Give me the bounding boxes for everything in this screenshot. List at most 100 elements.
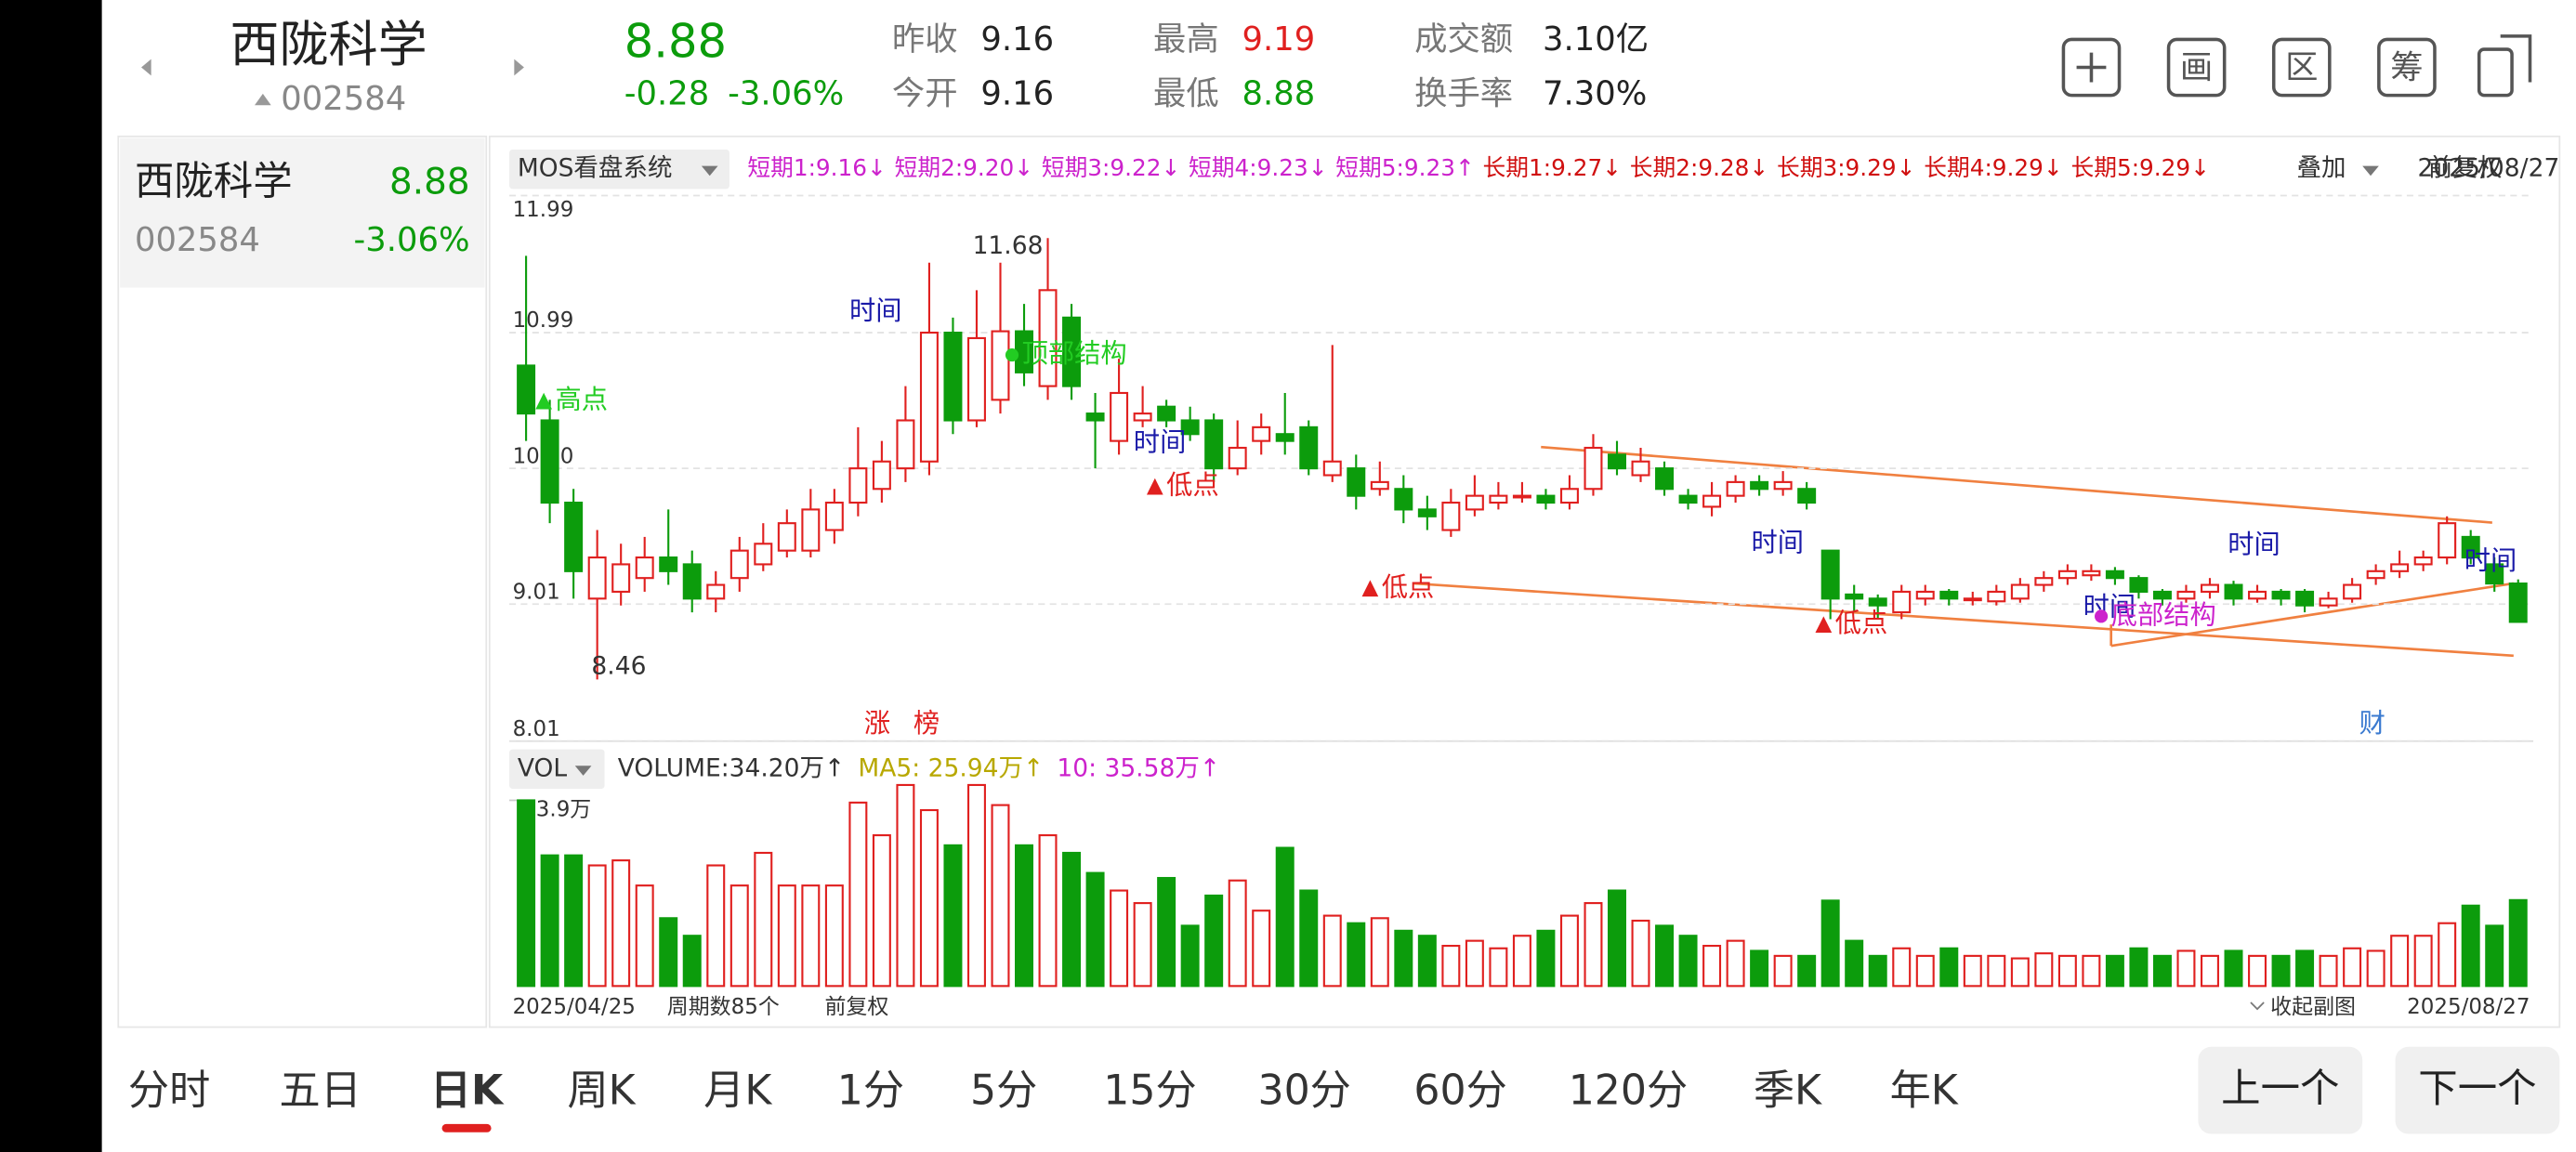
candle-body <box>896 419 915 470</box>
candle-body <box>1845 593 1864 600</box>
volume-bar <box>1038 833 1058 988</box>
volume-bar <box>1441 945 1461 988</box>
candle-body <box>611 563 631 593</box>
annotation: 财 <box>2359 708 2385 739</box>
volume-bar <box>1085 871 1105 988</box>
candle-body <box>1773 480 1793 491</box>
tool-button[interactable] <box>2166 37 2227 98</box>
period-tabs: 分时 五日 日K 周K 月K 1分 5分 15分 30分 60分 120分 季K 年K <box>128 1067 1959 1132</box>
indicator-box[interactable] <box>509 149 729 190</box>
period-tab[interactable]: 60分 <box>1413 1067 1506 1114</box>
period-tab[interactable]: 年K <box>1890 1067 1959 1114</box>
volume-bar <box>1584 902 1603 988</box>
candle-body <box>2461 535 2480 559</box>
volume-bar <box>1536 929 1556 988</box>
tab-underline <box>441 1123 492 1132</box>
volume-bar <box>729 884 749 988</box>
volume-bar <box>1062 851 1082 988</box>
period-tab[interactable]: 周K <box>567 1067 636 1114</box>
tool-button[interactable] <box>2377 37 2437 98</box>
prev-arrow[interactable] <box>141 59 151 76</box>
watchlist-row[interactable] <box>120 137 485 288</box>
stat-label: 最高 <box>1153 20 1219 59</box>
candle-body <box>1702 494 1722 508</box>
volume-bar <box>587 864 607 988</box>
y-tick-label: 11.99 <box>513 198 574 222</box>
stock-code: 002584 <box>281 80 406 118</box>
stat-label: 昨收 <box>892 20 958 59</box>
volume-bar <box>1465 939 1484 988</box>
next-button-bg[interactable] <box>2395 1046 2560 1134</box>
candle-body <box>2129 577 2149 593</box>
vol-box[interactable] <box>509 749 605 790</box>
ma-label: 长期1:9.27↓ <box>1483 154 1622 181</box>
candle-body <box>2508 583 2528 623</box>
candle-body <box>1417 508 1437 517</box>
phone-icon[interactable] <box>2477 47 2514 98</box>
stat-label: 最低 <box>1153 75 1219 113</box>
volume-bar <box>706 864 726 988</box>
period-tab[interactable]: 120分 <box>1569 1067 1688 1114</box>
volume-bar <box>1608 889 1626 988</box>
candle-body <box>1750 480 1769 491</box>
add-button[interactable] <box>2061 37 2122 98</box>
candle-body <box>2105 569 2124 580</box>
volume-bar <box>1512 935 1531 988</box>
candle-body <box>1110 391 1129 442</box>
candle-body <box>2200 583 2219 593</box>
annotation: 高点 <box>556 385 609 415</box>
next-button[interactable]: 下一个 <box>2418 1067 2536 1112</box>
dropdown-icon <box>2362 165 2379 177</box>
candle-body <box>1252 425 1271 442</box>
ma-label: 长期3:9.29↓ <box>1777 154 1915 181</box>
annotation: 时间 <box>2083 591 2136 622</box>
candle-body <box>872 460 891 491</box>
tool-label: 画 <box>2180 48 2213 86</box>
toolbar: 画区筹 <box>2061 34 2532 98</box>
ma-label: 短期1:9.16↓ <box>747 154 886 181</box>
volume-bar <box>1180 924 1200 988</box>
volume-bar <box>2295 949 2315 988</box>
volume-bar <box>659 917 678 988</box>
volume-bar <box>1204 894 1224 988</box>
tool-button[interactable] <box>2271 37 2332 98</box>
period-tab[interactable]: 五日 <box>280 1067 361 1114</box>
volume-bar <box>1110 889 1129 988</box>
volume-bar <box>991 804 1010 988</box>
annotation: 榜 <box>913 708 940 739</box>
prev-button[interactable]: 上一个 <box>2221 1067 2339 1112</box>
candle-body <box>1370 480 1389 491</box>
period-tab[interactable]: 月K <box>703 1067 772 1114</box>
candle-body <box>2413 556 2433 566</box>
period-tab[interactable]: 分时 <box>128 1067 210 1114</box>
period-tab[interactable]: 5分 <box>970 1067 1037 1114</box>
period-tab[interactable]: 15分 <box>1103 1067 1196 1114</box>
volume-bar <box>1750 949 1769 988</box>
prev-button-bg[interactable] <box>2198 1046 2363 1134</box>
change-pct: -3.06% <box>728 75 844 113</box>
period-count: 周期数85个 <box>667 995 780 1019</box>
overlay-button[interactable]: 叠加 <box>2296 154 2346 183</box>
volume-bar <box>1322 914 1342 988</box>
y-tick-label: 8.01 <box>513 717 560 741</box>
next-arrow[interactable] <box>514 59 524 76</box>
volume-bar <box>1394 929 1413 988</box>
period-tab[interactable]: 1分 <box>837 1067 904 1114</box>
volume-bar <box>1299 889 1319 988</box>
candle-body <box>2176 590 2196 600</box>
period-tab[interactable]: 日K <box>430 1067 505 1114</box>
annotation: 低点 <box>1166 470 1219 501</box>
period-tab[interactable]: 30分 <box>1257 1067 1350 1114</box>
candle-body <box>2082 569 2101 577</box>
candle-body <box>1322 460 1342 477</box>
collapse-button[interactable]: 收起副图 <box>2270 995 2356 1019</box>
annotation: 低点 <box>1382 571 1435 602</box>
volume-bar <box>2152 954 2172 988</box>
volume-bar <box>682 935 702 988</box>
volume-bar <box>1726 939 1745 988</box>
candle-body <box>659 556 678 572</box>
candle-body <box>1085 412 1105 422</box>
watch-price: 8.88 <box>389 162 470 203</box>
candle-body <box>2034 577 2054 586</box>
period-tab[interactable]: 季K <box>1754 1067 1822 1114</box>
